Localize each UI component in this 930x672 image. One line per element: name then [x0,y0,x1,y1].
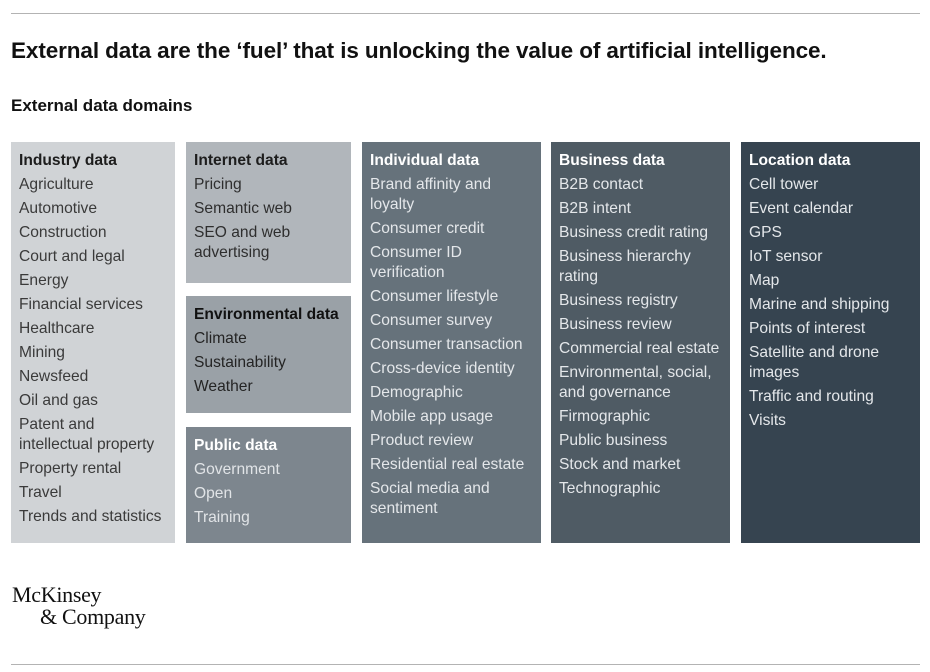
category-item: Brand affinity and loyalty [370,176,492,213]
category-item: Business credit rating [559,224,709,241]
category-item: Consumer lifestyle [370,288,499,305]
page-subtitle: External data domains [11,96,193,115]
category-individual: Individual data Brand affinity and loyal… [362,142,541,543]
category-item: Demographic [370,384,463,401]
category-heading: Business data [559,152,665,169]
category-item: Commercial real estate [559,340,720,357]
category-item: Automotive [19,200,98,217]
category-item: Mining [19,344,65,361]
logo-line-1: McKinsey [12,582,102,607]
category-business: Business data B2B contact B2B intent Busin… [551,142,730,543]
page-title: External data are the ‘fuel’ that is unl… [11,38,827,63]
top-divider [11,13,920,14]
category-item: Business hierarchy rating [559,248,691,285]
category-item: Energy [19,272,69,289]
category-item: Residential real estate [370,456,525,473]
category-item: Social media and sentiment [370,480,490,517]
category-item: Consumer survey [370,312,493,329]
category-item: Weather [194,378,253,395]
category-heading: Public data [194,437,278,454]
category-item: Healthcare [19,320,95,337]
category-heading: Internet data [194,152,288,169]
category-item: Newsfeed [19,368,89,385]
category-item: Property rental [19,460,122,477]
category-item: Marine and shipping [749,296,890,313]
category-item: Government [194,461,280,478]
category-internet: Internet data Pricing Semantic web SEO and… [186,142,351,283]
category-item: Pricing [194,176,242,193]
category-item: Consumer transaction [370,336,523,353]
category-item: Visits [749,412,786,429]
category-item: Product review [370,432,474,449]
mckinsey-logo: McKinsey & Company [12,582,146,629]
category-heading: Environmental data [194,306,339,323]
category-item: B2B contact [559,176,644,193]
category-item: Business review [559,316,672,333]
category-item: Map [749,272,780,289]
category-item: B2B intent [559,200,631,217]
category-item: Technographic [559,480,661,497]
category-heading: Individual data [370,152,480,169]
logo-line-2: & Company [40,604,146,629]
category-location: Location data Cell tower Event calendar GP… [741,142,920,543]
category-item: Training [194,509,250,526]
category-item: Cross-device identity [370,360,515,377]
category-item: SEO and web advertising [194,224,291,261]
category-item: Court and legal [19,248,125,265]
category-item: Firmographic [559,408,650,425]
category-item: Environmental, social, and governance [559,364,712,401]
category-item: Consumer ID verification [370,244,462,281]
category-heading: Location data [749,152,851,169]
category-item: Stock and market [559,456,681,473]
category-item: Traffic and routing [749,388,874,405]
category-item: Financial services [19,296,143,313]
category-item: Satellite and drone images [749,344,880,381]
category-item: Consumer credit [370,220,485,237]
category-heading: Industry data [19,152,117,169]
category-item: GPS [749,224,782,241]
bottom-divider [11,664,920,665]
category-item: Mobile app usage [370,408,494,425]
category-item: Cell tower [749,176,819,193]
category-item: Business registry [559,292,678,309]
category-item: IoT sensor [749,248,823,265]
category-item: Agriculture [19,176,94,193]
category-item: Public business [559,432,668,449]
category-item: Oil and gas [19,392,98,409]
category-item: Travel [19,484,62,501]
category-item: Event calendar [749,200,854,217]
category-item: Climate [194,330,247,347]
category-item: Open [194,485,233,502]
category-industry: Industry data Agriculture Automotive Const… [11,142,175,543]
category-public: Public data Government Open Training [186,427,351,543]
category-item: Patent and intellectual property [19,416,155,453]
category-item: Sustainability [194,354,286,371]
category-environmental: Environmental data Climate Sustainability… [186,296,351,413]
category-item: Points of interest [749,320,866,337]
category-item: Trends and statistics [19,508,162,525]
category-item: Semantic web [194,200,292,217]
category-item: Construction [19,224,107,241]
